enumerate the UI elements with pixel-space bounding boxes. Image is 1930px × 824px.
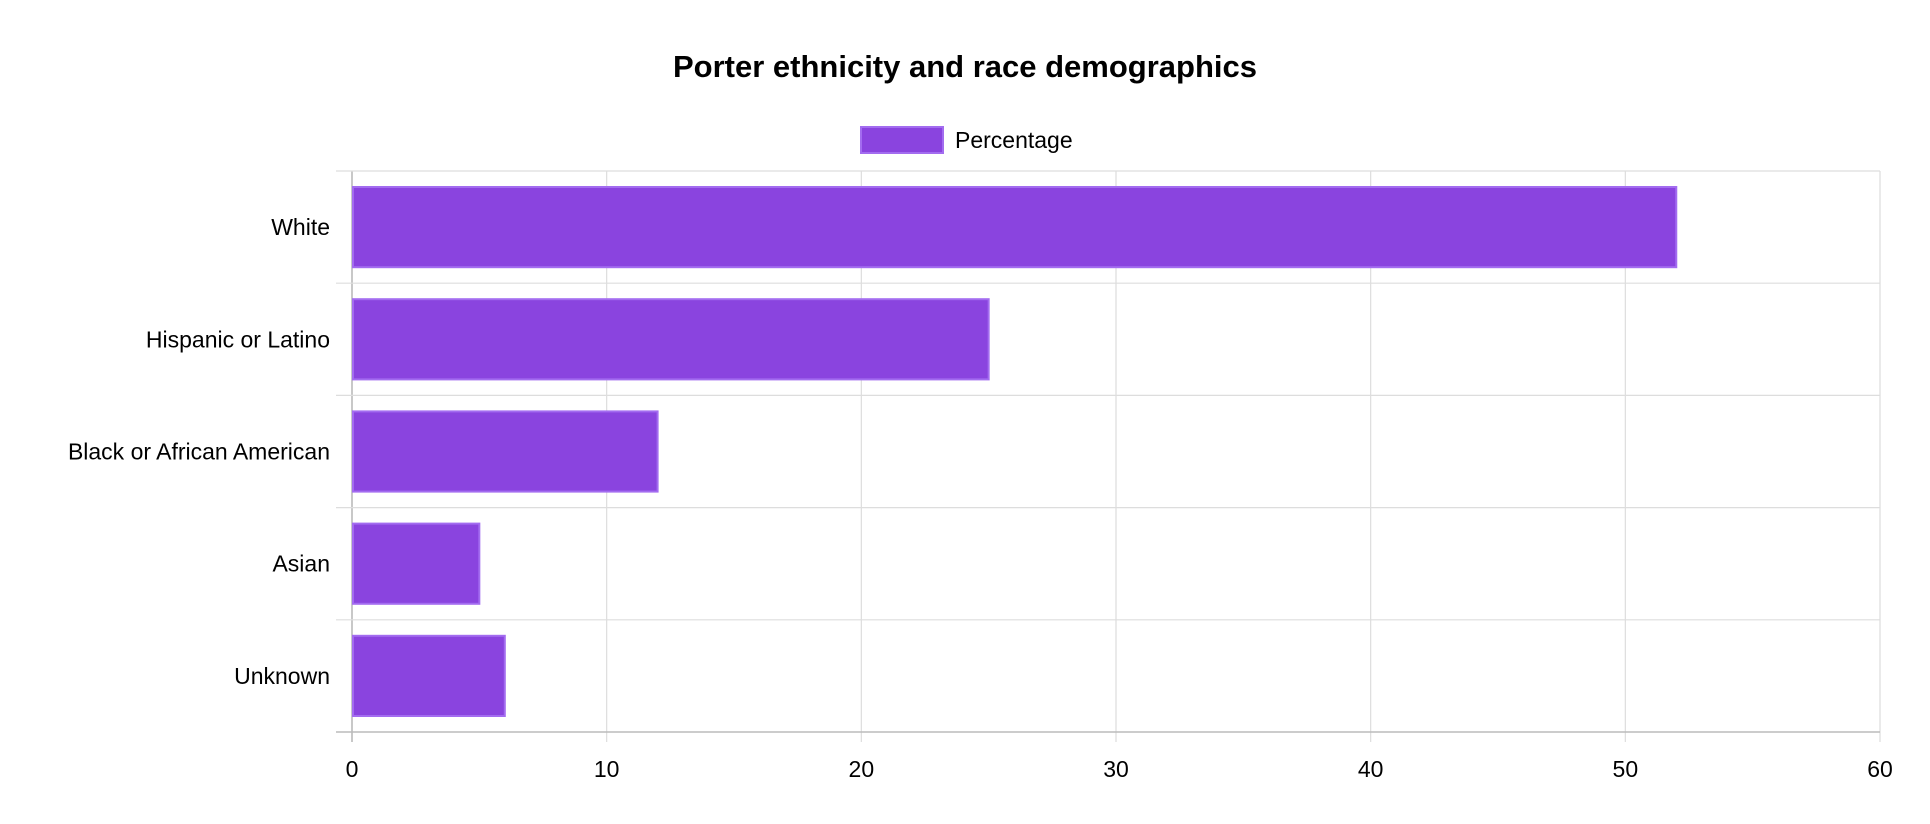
x-tick-label: 50	[1613, 756, 1639, 782]
legend-label: Percentage	[955, 127, 1073, 153]
legend[interactable]: Percentage	[860, 126, 1073, 154]
x-tick-label: 30	[1103, 756, 1129, 782]
x-tick-label: 40	[1358, 756, 1384, 782]
category-label: Asian	[272, 551, 330, 577]
bars	[352, 186, 1678, 717]
x-tick-label: 20	[849, 756, 875, 782]
bar[interactable]	[352, 186, 1678, 269]
legend-swatch	[860, 126, 944, 154]
x-tick-label: 10	[594, 756, 620, 782]
category-label: Black or African American	[68, 439, 330, 465]
x-tick-label: 60	[1867, 756, 1893, 782]
x-tick-label: 0	[346, 756, 359, 782]
category-label: Hispanic or Latino	[146, 326, 330, 352]
category-label: White	[271, 214, 330, 240]
bar[interactable]	[352, 522, 481, 605]
bar[interactable]	[352, 298, 990, 381]
x-axis-tick-labels: 0 10 20 30 40 50 60	[346, 756, 1893, 782]
chart-title: Porter ethnicity and race demographics	[673, 49, 1257, 84]
category-labels: White Hispanic or Latino Black or African …	[68, 214, 330, 689]
bar[interactable]	[352, 410, 659, 493]
category-label: Unknown	[234, 663, 330, 689]
bar[interactable]	[352, 634, 506, 717]
